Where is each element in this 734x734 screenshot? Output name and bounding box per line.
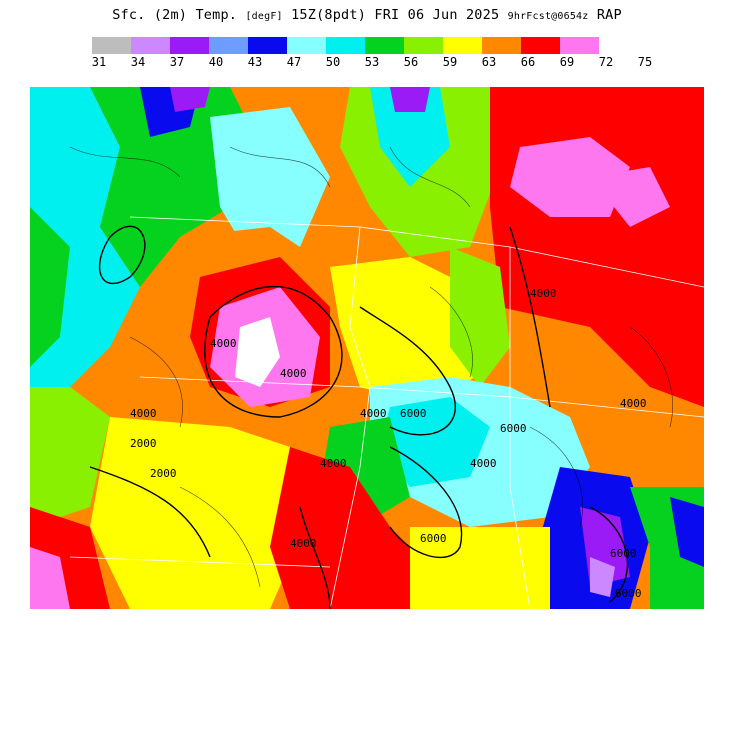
colorbar-swatch bbox=[326, 37, 365, 54]
minor-contour-4 bbox=[129, 336, 183, 428]
map-canvas: 4000 4000 4000 4000 4000 6000 6000 4000 4000 6000… bbox=[30, 87, 704, 609]
colorbar-swatch bbox=[365, 37, 404, 54]
minor-contours bbox=[69, 146, 673, 588]
colorbar-tick-label: 40 bbox=[208, 55, 224, 69]
colorbar-tick-label: 69 bbox=[559, 55, 575, 69]
contour-wyoming bbox=[389, 446, 463, 558]
colorbar-tick-label: 63 bbox=[481, 55, 497, 69]
cascades-cyan-zone bbox=[210, 107, 330, 257]
contour-label: 4000 bbox=[320, 457, 347, 470]
contour-label: 4000 bbox=[210, 337, 237, 350]
temperature-map: 4000 4000 4000 4000 4000 6000 6000 4000 4000 6000… bbox=[30, 87, 704, 609]
colorbar-tick-labels: 31 34 37 40 43 47 50 53 56 59 63 66 69 72 75 bbox=[92, 55, 692, 71]
elevation-contours bbox=[89, 225, 629, 609]
colorbar-swatch bbox=[560, 37, 599, 54]
state-borders bbox=[69, 216, 704, 609]
colorbar-tick-label: 75 bbox=[637, 55, 653, 69]
contour-label: 4000 bbox=[470, 457, 497, 470]
border-wa-or-line bbox=[129, 216, 704, 288]
minor-contour-8 bbox=[629, 326, 673, 428]
minor-contour-5 bbox=[429, 286, 473, 378]
colorbar-swatch bbox=[443, 37, 482, 54]
colorbar-swatch bbox=[287, 37, 326, 54]
plains-pink-zone-east bbox=[590, 167, 670, 227]
colorbar-tick-label: 66 bbox=[520, 55, 536, 69]
rockies-lavender-zone bbox=[590, 557, 615, 597]
contour-label: 4000 bbox=[620, 397, 647, 410]
colorbar-swatch bbox=[248, 37, 287, 54]
contour-plains bbox=[509, 226, 551, 408]
colorbar-tick-label: 56 bbox=[403, 55, 419, 69]
plains-pink-zone-north bbox=[510, 137, 630, 217]
contour-sierra bbox=[89, 466, 211, 558]
colorbar-tick-label: 59 bbox=[442, 55, 458, 69]
contour-label: 4000 bbox=[290, 537, 317, 550]
minor-contour-7 bbox=[179, 486, 261, 588]
contour-labels: 4000 4000 4000 4000 4000 6000 6000 4000 4000 6000… bbox=[130, 287, 647, 600]
colorbar-tick-label: 53 bbox=[364, 55, 380, 69]
coastal-green-zone bbox=[30, 207, 70, 367]
socal-pink-zone bbox=[30, 547, 70, 609]
colorbar-tick-label: 31 bbox=[91, 55, 107, 69]
colorbar-tick-label: 43 bbox=[247, 55, 263, 69]
minor-contour-6 bbox=[529, 426, 583, 528]
contour-label: 6000 bbox=[615, 587, 642, 600]
contour-label: 6000 bbox=[500, 422, 527, 435]
chart-title: Sfc. (2m) Temp. [degF] 15Z(8pdt) FRI 06 … bbox=[0, 7, 734, 23]
colorbar-swatch bbox=[92, 37, 131, 54]
title-units: [degF] bbox=[245, 11, 283, 22]
central-lime-strip bbox=[450, 247, 510, 387]
border-or-nv-line bbox=[139, 376, 704, 418]
contour-label: 4000 bbox=[530, 287, 557, 300]
idaho-cold-pocket bbox=[390, 87, 430, 112]
contour-label: 2000 bbox=[130, 437, 157, 450]
nevada-yellow-zone bbox=[90, 417, 310, 609]
contour-label: 4000 bbox=[360, 407, 387, 420]
title-valid-time: 15Z(8pdt) FRI 06 Jun 2025 bbox=[291, 7, 500, 23]
colorbar-swatch bbox=[404, 37, 443, 54]
utah-red-zone bbox=[270, 447, 430, 609]
four-corners-yellow bbox=[410, 527, 550, 609]
temperature-colorbar bbox=[92, 37, 599, 54]
colorbar-tick-label: 34 bbox=[130, 55, 146, 69]
border-mt-wy-line bbox=[509, 247, 531, 609]
idaho-cyan-zone bbox=[370, 87, 450, 187]
colorbar-tick-label: 72 bbox=[598, 55, 614, 69]
coastal-lime-zone bbox=[30, 387, 110, 527]
border-id-line bbox=[329, 226, 371, 609]
colorbar-swatch bbox=[131, 37, 170, 54]
contour-central bbox=[359, 306, 456, 436]
colorbar-swatch bbox=[209, 37, 248, 54]
colorbar-swatch bbox=[482, 37, 521, 54]
north-coldest-pocket bbox=[170, 87, 210, 112]
contour-utah bbox=[299, 506, 331, 609]
contour-label: 4000 bbox=[280, 367, 307, 380]
title-model: RAP bbox=[596, 7, 622, 23]
front-range-blue bbox=[670, 497, 704, 567]
contour-label: 6000 bbox=[420, 532, 447, 545]
colorbar-tick-label: 47 bbox=[286, 55, 302, 69]
minor-contour-2 bbox=[229, 146, 331, 188]
basin-hot-core bbox=[235, 317, 280, 387]
colorbar-swatch bbox=[170, 37, 209, 54]
wyoming-deep-cyan bbox=[380, 397, 490, 487]
title-field: Sfc. (2m) Temp. bbox=[112, 7, 238, 23]
contour-label: 2000 bbox=[150, 467, 177, 480]
contour-rockies bbox=[589, 506, 629, 603]
contour-rainier bbox=[98, 225, 146, 284]
title-forecast: 9hrFcst@0654z bbox=[507, 11, 589, 22]
contour-label: 6000 bbox=[400, 407, 427, 420]
minor-contour-1 bbox=[69, 146, 181, 178]
contour-basin bbox=[204, 285, 343, 418]
contour-label: 4000 bbox=[130, 407, 157, 420]
colorbar-tick-label: 50 bbox=[325, 55, 341, 69]
border-southwest-line bbox=[69, 556, 331, 568]
colorbar-tick-label: 37 bbox=[169, 55, 185, 69]
colorbar-swatch bbox=[521, 37, 560, 54]
minor-contour-3 bbox=[389, 146, 471, 208]
contour-label: 6000 bbox=[610, 547, 637, 560]
